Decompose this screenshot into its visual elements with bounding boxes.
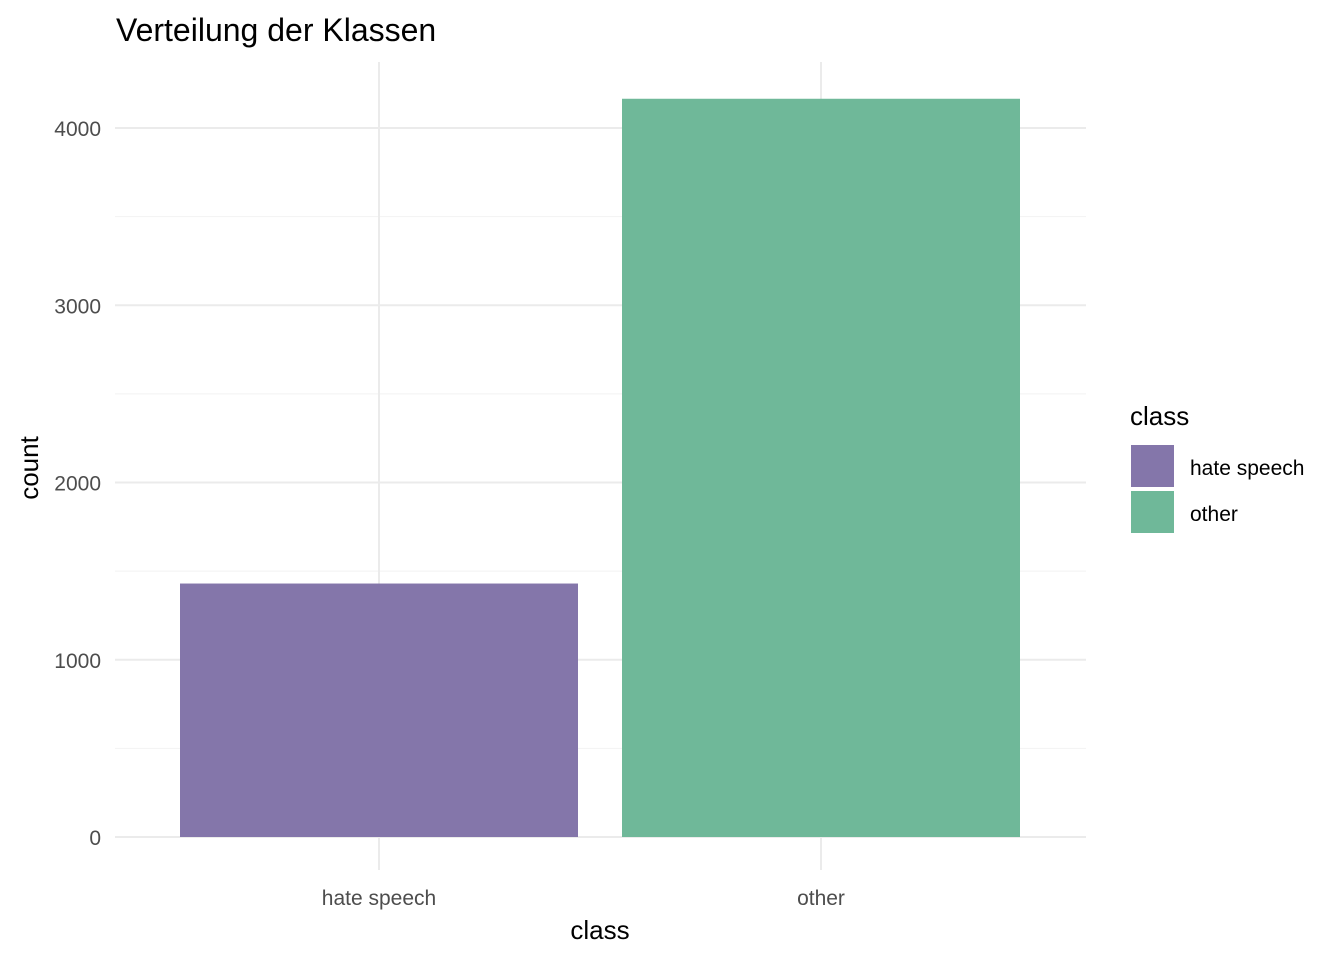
y-tick-label: 0 — [89, 827, 101, 850]
x-tick-label: hate speech — [322, 887, 436, 910]
legend: class hate speech other — [1130, 401, 1304, 533]
bar-hate-speech — [180, 583, 578, 837]
chart-title: Verteilung der Klassen — [116, 12, 436, 48]
y-axis-tick-labels: 0 1000 2000 3000 4000 — [54, 118, 101, 850]
legend-items: hate speech other — [1131, 445, 1304, 533]
x-axis-tick-labels: hate speech other — [322, 887, 845, 910]
legend-title: class — [1130, 401, 1189, 431]
y-tick-label: 4000 — [54, 118, 101, 141]
x-tick-label: other — [797, 887, 845, 910]
x-axis-title: class — [570, 915, 629, 945]
legend-swatch — [1131, 491, 1174, 533]
legend-swatch — [1131, 445, 1174, 487]
legend-label: hate speech — [1190, 457, 1304, 480]
y-tick-label: 2000 — [54, 473, 101, 496]
y-tick-label: 3000 — [54, 295, 101, 318]
y-tick-label: 1000 — [54, 650, 101, 673]
y-axis-title: count — [14, 435, 44, 499]
bar-other — [622, 98, 1020, 837]
legend-label: other — [1190, 503, 1238, 526]
bars — [180, 98, 1020, 837]
